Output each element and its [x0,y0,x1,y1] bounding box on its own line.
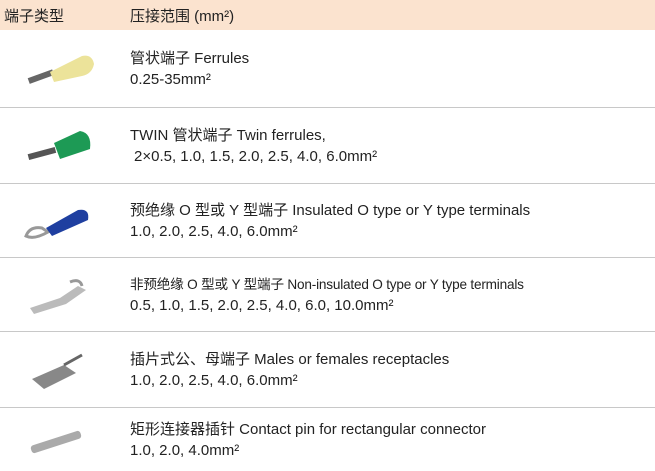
terminal-name: 非预绝缘 O 型或 Y 型端子 Non-insulated O type or … [130,276,524,292]
table-row: TWIN 管状端子 Twin ferrules, 2×0.5, 1.0, 1.5,… [0,108,655,184]
icon [0,196,120,246]
table-row: 预绝缘 O 型或 Y 型端子 Insulated O type or Y typ… [0,184,655,258]
header-cell: 端子类型 [4,7,65,25]
terminal-name: 矩形连接器插针 Contact pin for rectangular conn… [130,420,486,438]
terminal-spec: 1.0, 2.0, 2.5, 4.0, 6.0mm² [130,222,298,240]
icon [0,270,120,320]
terminal-spec: 0.25-35mm² [130,70,211,88]
terminal-spec: 2×0.5, 1.0, 1.5, 2.0, 2.5, 4.0, 6.0mm² [134,147,378,165]
terminal-spec: 1.0, 2.0, 2.5, 4.0, 6.0mm² [130,371,298,389]
table-header: 端子类型 压接范围 (mm²) [0,0,655,30]
table-row: 矩形连接器插针 Contact pin for rectangular conn… [0,408,655,471]
table-row: 非预绝缘 O 型或 Y 型端子 Non-insulated O type or … [0,258,655,332]
terminal-spec: 1.0, 2.0, 4.0mm² [130,441,240,459]
header-cell: 压接范围 (mm²) [130,7,235,25]
terminal-name: 插片式公、母端子 Males or females receptacles [130,350,450,368]
icon [0,420,120,460]
terminal-name: TWIN 管状端子 Twin ferrules, [130,126,326,144]
table-row: 插片式公、母端子 Males or females receptacles 1.0… [0,332,655,408]
icon [0,345,120,395]
terminal-name: 预绝缘 O 型或 Y 型端子 Insulated O type or Y typ… [130,201,531,219]
table-row: 管状端子 Ferrules 0.25-35mm² [0,30,655,108]
terminal-name: 管状端子 Ferrules [130,49,250,67]
icon [0,44,120,94]
terminal-spec: 0.5, 1.0, 1.5, 2.0, 2.5, 4.0, 6.0, 10.0m… [130,296,394,314]
icon [0,121,120,171]
